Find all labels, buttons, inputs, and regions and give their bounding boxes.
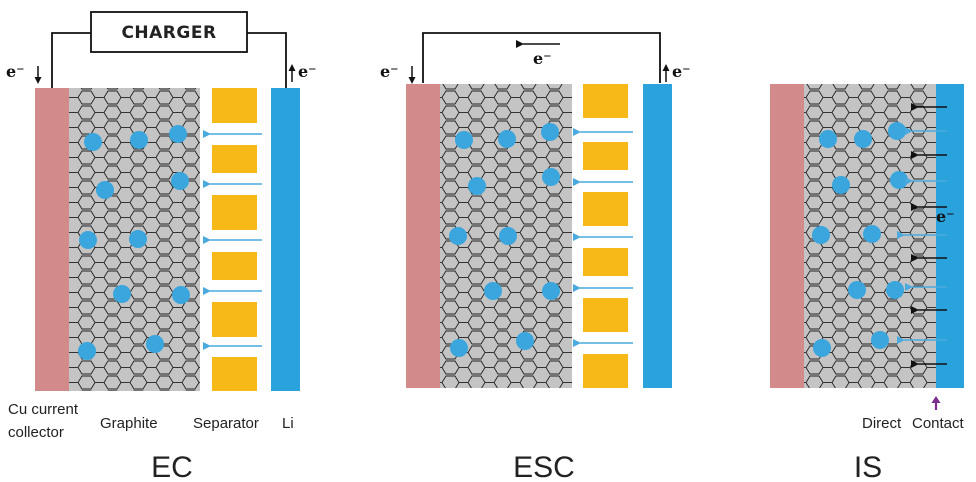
li-ion bbox=[886, 281, 904, 299]
esc-electron-right: e⁻ bbox=[672, 62, 691, 81]
li-ion bbox=[542, 168, 560, 186]
is-electron-side: e⁻ bbox=[936, 207, 955, 226]
direct-label: Direct bbox=[862, 415, 902, 432]
is-title: IS bbox=[854, 451, 882, 482]
li-ion bbox=[84, 133, 102, 151]
li-ion bbox=[863, 225, 881, 243]
is-panel: e⁻ Direct Contact IS bbox=[770, 84, 965, 482]
li-ion bbox=[129, 230, 147, 248]
ec-electron-right: e⁻ bbox=[298, 62, 317, 81]
esc-title: ESC bbox=[513, 451, 575, 482]
contact-label: Contact bbox=[912, 415, 965, 432]
li-ion bbox=[888, 122, 906, 140]
li-ion bbox=[499, 227, 517, 245]
is-electron-arrows bbox=[911, 103, 947, 368]
esc-electron-top: e⁻ bbox=[533, 49, 552, 68]
ec-li-metal bbox=[271, 88, 300, 391]
li-ion bbox=[871, 331, 889, 349]
cu-collector-label-line1: Cu current bbox=[8, 401, 79, 418]
li-ion bbox=[542, 282, 560, 300]
li-ion bbox=[78, 342, 96, 360]
graphite-label: Graphite bbox=[100, 415, 158, 432]
li-ion bbox=[449, 227, 467, 245]
li-ion bbox=[812, 226, 830, 244]
ec-li-ions bbox=[78, 125, 190, 360]
ec-title: EC bbox=[151, 451, 193, 482]
esc-cu-collector bbox=[406, 84, 440, 388]
ec-electron-left: e⁻ bbox=[6, 62, 25, 81]
li-ion bbox=[96, 181, 114, 199]
li-ion bbox=[854, 130, 872, 148]
li-ion bbox=[498, 130, 516, 148]
ec-cu-collector bbox=[35, 88, 69, 391]
li-ion bbox=[541, 123, 559, 141]
charger-label: CHARGER bbox=[121, 23, 216, 43]
li-ion bbox=[848, 281, 866, 299]
li-ion bbox=[890, 171, 908, 189]
li-ion bbox=[79, 231, 97, 249]
li-ion bbox=[171, 172, 189, 190]
cu-collector-label-line2: collector bbox=[8, 424, 64, 441]
esc-ion-arrows bbox=[573, 128, 633, 347]
esc-separator bbox=[583, 84, 628, 388]
li-ion bbox=[516, 332, 534, 350]
esc-li-metal bbox=[643, 84, 672, 388]
esc-circuit-wire bbox=[422, 32, 661, 83]
esc-panel: e⁻ e⁻ e⁻ bbox=[380, 32, 691, 482]
ec-panel: CHARGER e⁻ e⁻ bbox=[6, 11, 317, 482]
is-ion-arrows bbox=[897, 127, 947, 344]
li-ion bbox=[146, 335, 164, 353]
esc-electron-left: e⁻ bbox=[380, 62, 399, 81]
ec-ion-arrows bbox=[203, 130, 262, 350]
li-ion bbox=[468, 177, 486, 195]
li-ion bbox=[484, 282, 502, 300]
ec-circuit-wire bbox=[51, 32, 287, 88]
is-cu-collector bbox=[770, 84, 804, 388]
ec-separator bbox=[212, 88, 257, 391]
li-ion bbox=[832, 176, 850, 194]
li-ion bbox=[813, 339, 831, 357]
li-ion bbox=[819, 130, 837, 148]
li-ion bbox=[113, 285, 131, 303]
charger-box bbox=[90, 11, 248, 53]
is-li-metal bbox=[936, 84, 964, 388]
li-label: Li bbox=[282, 415, 294, 432]
li-ion bbox=[130, 131, 148, 149]
li-ion bbox=[450, 339, 468, 357]
li-ion bbox=[169, 125, 187, 143]
separator-label: Separator bbox=[193, 415, 259, 432]
li-ion bbox=[455, 131, 473, 149]
esc-li-ions bbox=[449, 123, 560, 357]
is-li-ions bbox=[812, 122, 908, 357]
li-ion bbox=[172, 286, 190, 304]
